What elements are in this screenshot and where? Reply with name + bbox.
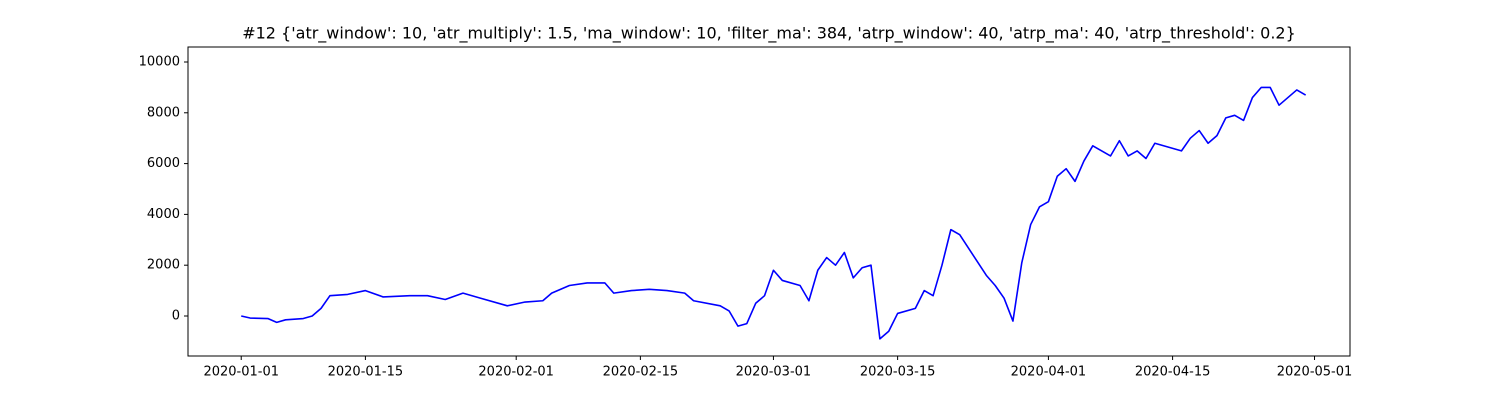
- x-tick-label: 2020-03-15: [860, 365, 936, 380]
- plot-frame: [187, 46, 1351, 357]
- y-tick-label: 6000: [147, 156, 180, 171]
- x-tick-label: 2020-02-01: [478, 365, 554, 380]
- x-tick-label: 2020-02-15: [603, 365, 679, 380]
- y-tick-label: 10000: [139, 54, 180, 69]
- x-tick-label: 2020-01-15: [328, 365, 404, 380]
- chart-title: #12 {'atr_window': 10, 'atr_multiply': 1…: [242, 24, 1296, 44]
- data-line: [241, 86, 1307, 340]
- x-tick-label: 2020-03-01: [736, 365, 812, 380]
- y-tick-label: 2000: [147, 258, 180, 273]
- y-tick-label: 8000: [147, 105, 180, 120]
- x-tick-label: 2020-01-01: [203, 365, 279, 380]
- y-tick-label: 4000: [147, 207, 180, 222]
- x-tick-label: 2020-04-01: [1011, 365, 1087, 380]
- x-tick-label: 2020-05-01: [1277, 365, 1353, 380]
- y-tick-label: 0: [172, 308, 180, 323]
- x-tick-label: 2020-04-15: [1135, 365, 1211, 380]
